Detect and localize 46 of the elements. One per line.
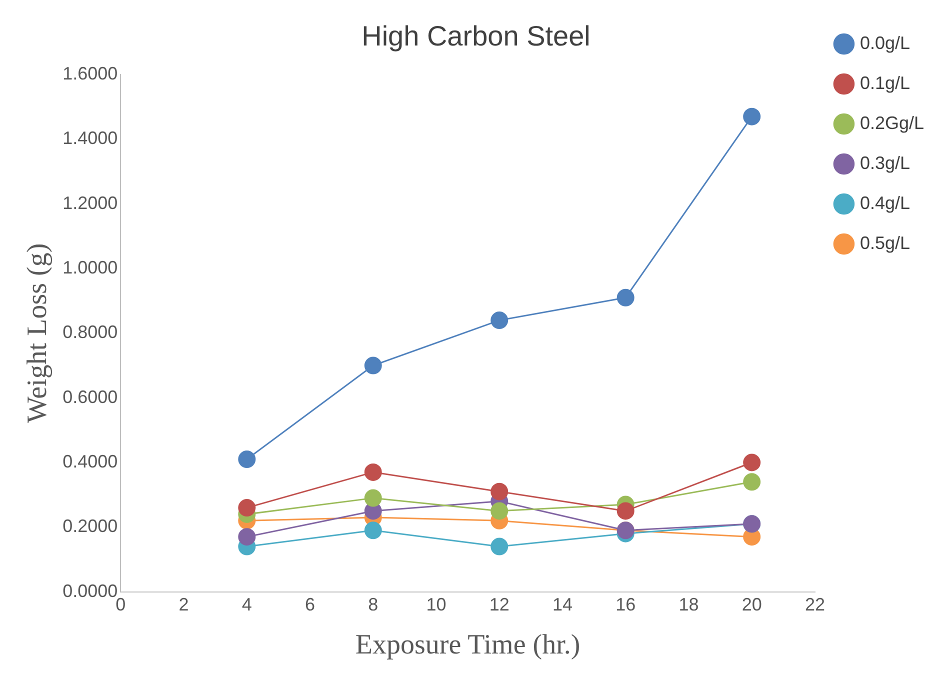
legend-label: 0.3g/L	[860, 152, 910, 173]
x-tick-label: 0	[116, 594, 126, 615]
chart-title: High Carbon Steel	[362, 20, 590, 52]
point	[364, 356, 382, 374]
y-tick-label: 1.0000	[62, 258, 118, 278]
y-tick-label: 0.4000	[62, 451, 118, 472]
point	[490, 538, 508, 556]
point	[743, 454, 761, 472]
legend-label: 0.1g/L	[860, 72, 910, 93]
y-tick-label: 1.2000	[62, 192, 118, 213]
point	[490, 482, 508, 500]
x-tick-label: 16	[616, 594, 636, 615]
y-tick-label: 1.4000	[62, 128, 118, 148]
x-tick-label: 2	[178, 594, 189, 615]
point	[238, 528, 256, 546]
legend-label: 0.4g/L	[860, 192, 910, 213]
y-tick-label: 0.8000	[62, 322, 118, 342]
point	[743, 473, 761, 491]
x-tick-label: 12	[489, 594, 510, 615]
y-tick-label: 0.6000	[62, 386, 118, 407]
x-tick-label: 22	[804, 594, 825, 615]
point	[238, 499, 256, 517]
point	[490, 312, 508, 330]
x-tick-label: 10	[426, 594, 446, 615]
x-tick-label: 8	[368, 594, 378, 615]
x-tick-label: 18	[678, 594, 699, 615]
x-axis-title: Exposure Time (hr.)	[355, 630, 580, 661]
legend-label: 0.2Gg/L	[860, 112, 924, 133]
y-axis-title: Weight Loss (g)	[22, 243, 54, 424]
point	[743, 108, 761, 126]
x-tick-label: 4	[242, 594, 252, 615]
point	[364, 489, 382, 507]
y-tick-label: 0.2000	[62, 516, 118, 536]
y-tick-label: 0.0000	[62, 580, 118, 601]
legend-label: 0.0g/L	[860, 32, 910, 53]
legend-label: 0.5g/L	[860, 232, 910, 253]
point	[616, 502, 634, 520]
point	[238, 450, 256, 468]
point	[364, 463, 382, 481]
point	[490, 502, 508, 520]
y-tick-label: 1.6000	[62, 64, 118, 84]
x-tick-label: 20	[742, 594, 762, 615]
x-tick-label: 14	[552, 594, 572, 615]
x-tick-label: 6	[305, 594, 316, 615]
point	[616, 288, 634, 306]
point	[364, 522, 382, 540]
